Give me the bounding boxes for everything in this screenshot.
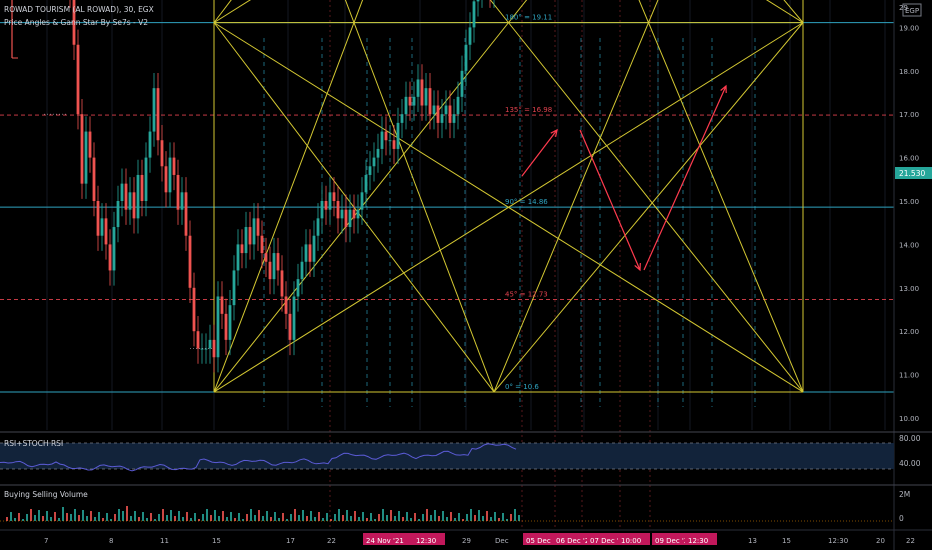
rsi-title[interactable]: RSI+STOCH RSI <box>4 439 63 448</box>
time-label: 13 <box>748 537 757 545</box>
gann-level-label: 90° = 14.86 <box>505 198 548 206</box>
volume-bars <box>6 506 520 521</box>
price-scale[interactable]: 28.0027.0026.0025.0024.0023.0022.0021.00… <box>899 0 919 423</box>
time-label: 20 <box>876 537 885 545</box>
time-label: 12:30 <box>416 537 436 545</box>
time-label: 06 Dec '2 <box>556 537 589 545</box>
symbol-title[interactable]: ROWAD TOURISM (AL ROWAD), 30, EGX <box>4 5 154 14</box>
volume-title[interactable]: Buying Selling Volume <box>4 490 88 499</box>
currency-badge: EGP <box>905 7 919 15</box>
price-tick: 12.00 <box>899 328 919 336</box>
time-label: 05 Dec '2 <box>526 537 559 545</box>
time-label: 09 Dec '21 <box>655 537 693 545</box>
time-label: 8 <box>109 537 113 545</box>
gann-line <box>493 22 804 393</box>
volume-tick-0: 0 <box>899 514 904 523</box>
projection-arrow[interactable] <box>521 129 558 177</box>
gann-level-label: 0° = 10.6 <box>505 383 539 391</box>
time-label: 11 <box>160 537 169 545</box>
time-axis[interactable]: 7 8 11 15 17 22 24 Nov '21 12:30 29 Dec 05 Dec '20… <box>44 533 915 545</box>
time-label: 10:00 <box>621 537 641 545</box>
gann-line <box>213 22 804 393</box>
gann-star-lines <box>213 0 804 393</box>
gann-level-labels: 360° = 27.62315° = 25.5270° = 23.37225° … <box>505 14 552 391</box>
time-label: 15 <box>212 537 221 545</box>
time-label: 24 Nov '21 <box>366 537 404 545</box>
last-price-label: 21.530 <box>899 169 925 178</box>
projection-arrows <box>521 84 727 272</box>
price-tick: 18.00 <box>899 68 919 76</box>
time-label: 15 <box>782 537 791 545</box>
last-price-badge <box>895 167 932 179</box>
time-label: 22 <box>906 537 915 545</box>
rsi-line <box>0 443 517 472</box>
price-tick: 15.00 <box>899 198 919 206</box>
volume-tick-2m: 2M <box>899 490 910 499</box>
rsi-tick-80: 80.00 <box>899 434 921 443</box>
price-tick: 16.00 <box>899 155 919 163</box>
time-cycle-lines <box>263 0 756 530</box>
price-tick: 17.00 <box>899 111 919 119</box>
time-label: 7 <box>44 537 48 545</box>
time-label: 12:30 <box>688 537 708 545</box>
projection-arrow[interactable] <box>579 129 641 271</box>
indicator-title[interactable]: Price Angles & Gann Star By Se7s - V2 <box>4 18 148 27</box>
time-label: 22 <box>327 537 336 545</box>
gann-level-label: 180° = 19.11 <box>505 14 552 22</box>
gann-level-label: 45° = 12.73 <box>505 291 548 299</box>
price-tick: 11.00 <box>899 372 919 380</box>
price-tick: 10.00 <box>899 415 919 423</box>
rsi-band <box>0 443 894 469</box>
time-label: 29 <box>462 537 471 545</box>
time-label: Dec <box>495 537 509 545</box>
rsi-tick-40: 40.00 <box>899 459 921 468</box>
time-label: 17 <box>286 537 295 545</box>
candlestick-series <box>11 0 495 373</box>
price-tick: 19.00 <box>899 24 919 32</box>
time-label: 12:30 <box>828 537 848 545</box>
gann-level-label: 135° = 16.98 <box>505 106 552 114</box>
price-tick: 14.00 <box>899 241 919 249</box>
time-label: 07 Dec '21 <box>590 537 628 545</box>
currency-badge-frame <box>902 3 922 17</box>
price-tick: 13.00 <box>899 285 919 293</box>
projection-arrow[interactable] <box>643 85 727 271</box>
